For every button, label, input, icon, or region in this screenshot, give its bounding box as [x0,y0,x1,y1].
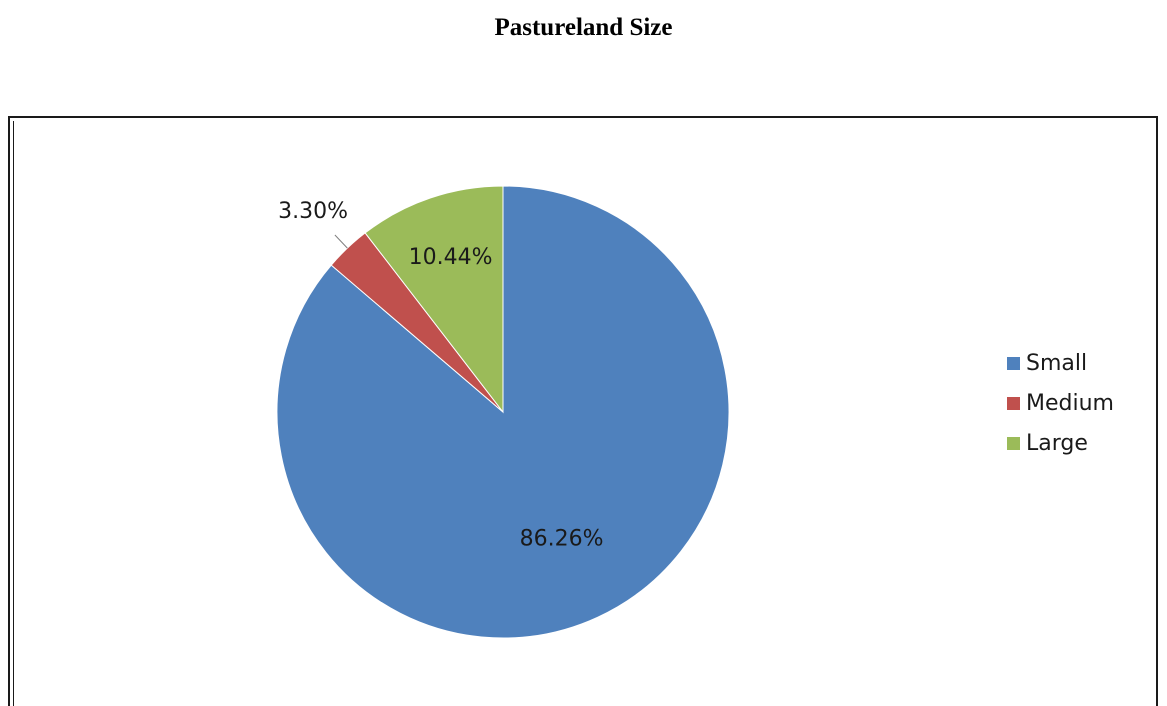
legend-item-large: Large [1007,423,1114,463]
legend-item-medium: Medium [1007,383,1114,423]
chart-title: Pastureland Size [494,14,673,41]
legend-label-medium: Medium [1026,390,1114,416]
legend-swatch-large [1007,436,1020,450]
data-label-medium: 3.30% [278,199,348,224]
legend-swatch-small [1007,356,1020,370]
legend-label-small: Small [1026,350,1088,376]
leader-line-medium [334,234,348,249]
legend-item-small: Small [1007,343,1114,383]
legend: Small Medium Large [1007,343,1114,463]
data-label-large: 10.44% [409,245,493,270]
legend-label-large: Large [1026,430,1088,456]
data-label-small: 86.26% [520,526,604,551]
chart-frame [8,116,1158,706]
legend-swatch-medium [1007,396,1020,410]
pie-slice-large [364,185,504,414]
